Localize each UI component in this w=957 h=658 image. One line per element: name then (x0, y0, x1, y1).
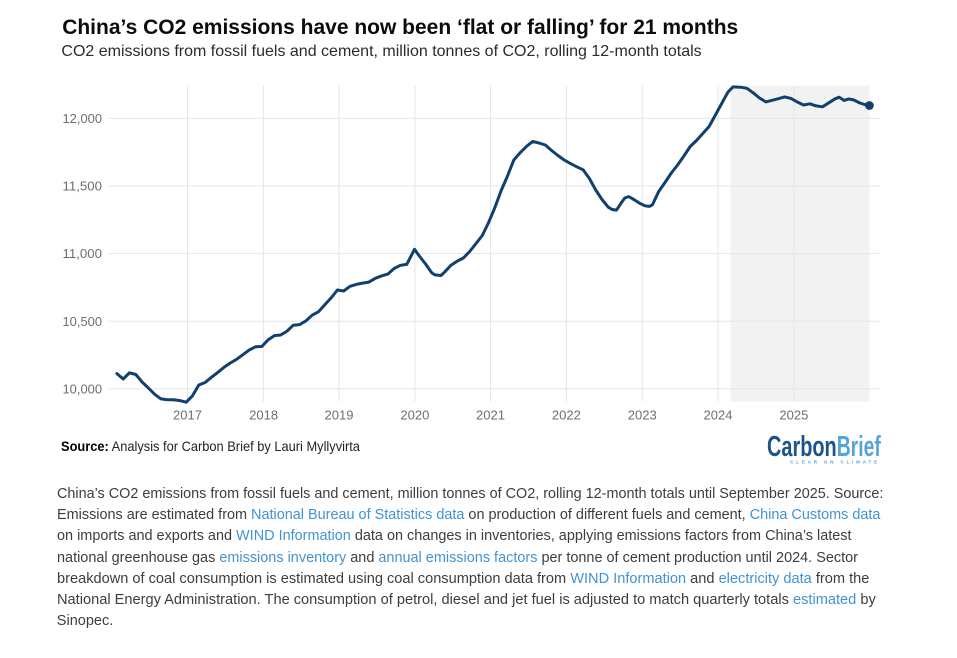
svg-text:Carbon: Carbon (767, 431, 837, 463)
svg-text:2019: 2019 (325, 409, 354, 423)
svg-text:Brief: Brief (837, 431, 881, 463)
svg-text:2025: 2025 (779, 409, 808, 423)
svg-text:2017: 2017 (173, 409, 202, 423)
svg-text:2023: 2023 (628, 409, 657, 423)
svg-text:2020: 2020 (400, 409, 429, 423)
svg-text:11,000: 11,000 (63, 246, 103, 261)
svg-text:2022: 2022 (552, 409, 581, 423)
svg-text:2024: 2024 (704, 409, 733, 423)
svg-text:12,000: 12,000 (63, 111, 103, 126)
svg-text:2021: 2021 (476, 409, 505, 423)
svg-text:10,500: 10,500 (63, 314, 103, 329)
svg-text:10,000: 10,000 (63, 381, 103, 396)
svg-text:11,500: 11,500 (63, 179, 103, 194)
svg-text:2018: 2018 (249, 409, 278, 423)
